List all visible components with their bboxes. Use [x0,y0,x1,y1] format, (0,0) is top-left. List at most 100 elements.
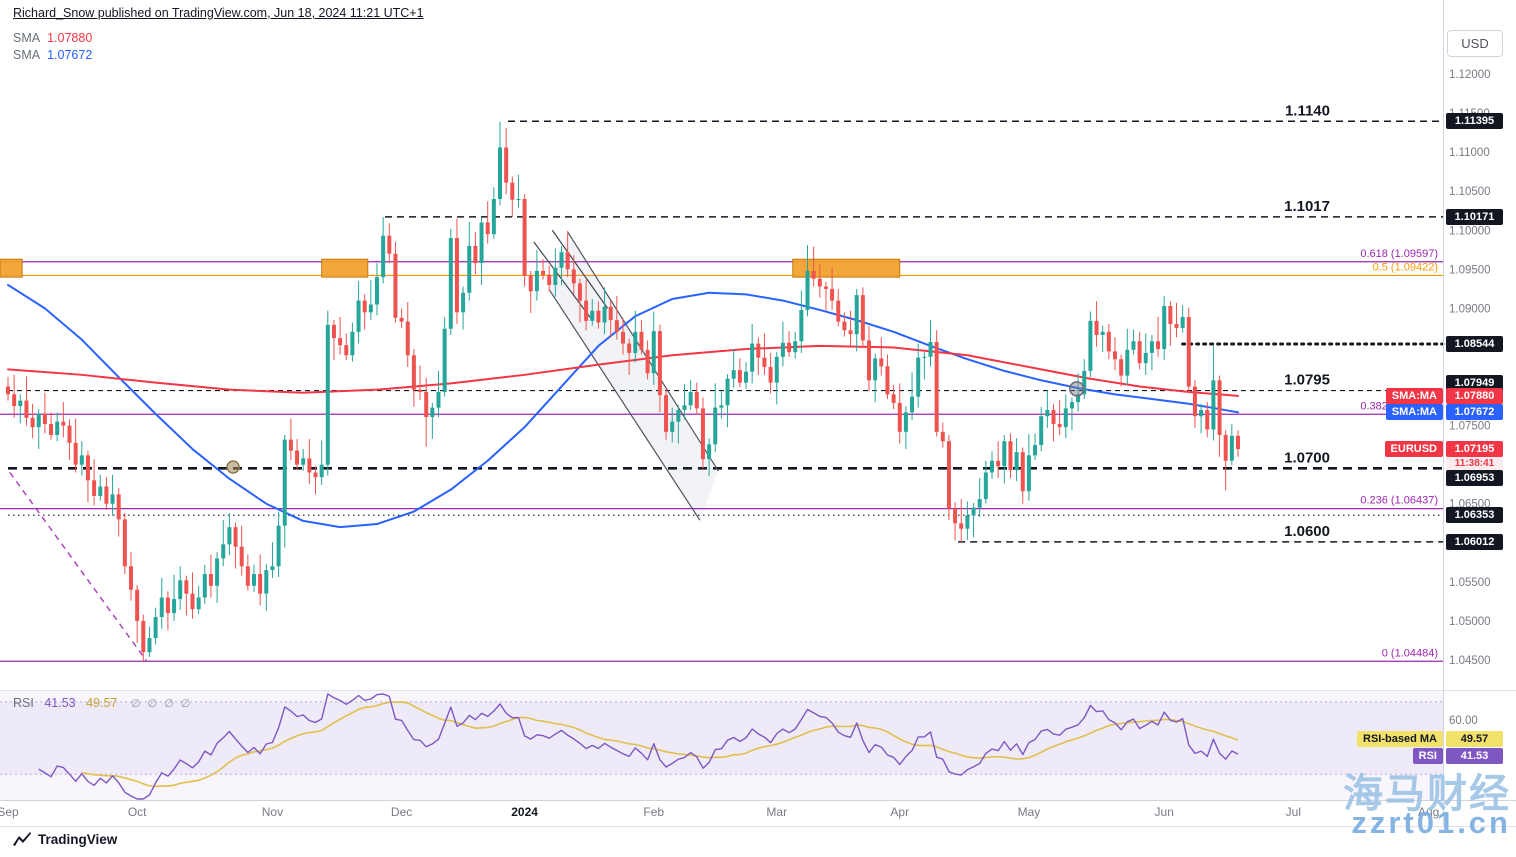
cross-marker[interactable] [226,460,240,474]
candle-body [196,597,201,610]
candle-body [577,283,582,301]
candle-body [1211,380,1216,430]
candle-body [1106,331,1111,352]
candle-body [584,300,589,321]
time-axis-label[interactable]: Oct [128,805,147,819]
candle-body [1162,306,1167,350]
candle-body [227,527,232,545]
channel-upper-line[interactable] [567,231,719,472]
tradingview-logo-link[interactable]: TradingView [12,831,117,847]
candle-body [614,320,619,332]
time-axis-label[interactable]: Apr [890,805,909,819]
candle-body [1180,316,1185,328]
candle-body [301,458,306,465]
sma-price-badge: 1.07672 [1446,404,1503,421]
rsi-ma-value: 49.57 [86,696,118,710]
candle-body [110,494,115,504]
candle-body [811,270,816,279]
rsi-legend[interactable]: RSI 41.53 49.57 ∅ ∅ ∅ ∅ [13,696,192,710]
candle-body [990,460,994,473]
time-axis-label[interactable]: Jun [1155,805,1174,819]
published-header: Richard_Snow published on TradingView.co… [13,6,424,20]
time-axis-label[interactable]: Feb [643,805,664,819]
price-tick: 1.09500 [1449,264,1491,276]
candle-body [1236,435,1240,450]
candle-body [719,405,724,408]
candle-body [85,455,90,481]
cross-marker[interactable] [1069,381,1085,397]
candle-body [295,450,300,465]
candle-body [676,409,681,422]
candle-body [252,574,256,586]
time-axis-label[interactable]: May [1018,805,1041,819]
candle-body [959,523,964,529]
candle-body [1063,408,1068,428]
candle-body [953,508,958,524]
rsi-ma-line [81,701,1239,788]
price-level-label: 1.1017 [1284,198,1330,215]
candle-body [165,597,170,614]
flag-line[interactable] [533,241,593,321]
candle-body [885,366,890,395]
time-axis-label[interactable]: 2024 [511,805,538,819]
candle-body [744,371,748,383]
sma-fast-legend[interactable]: SMA 1.07880 [13,30,92,47]
candle-body [590,310,595,321]
rsi-band [0,701,1443,775]
candle-body [651,331,656,374]
candle-body [707,444,712,460]
symbol-badge-label: EURUSD [1384,441,1443,458]
candle-body [657,331,662,396]
candle-body [983,472,988,500]
candle-body [92,480,97,496]
sma-slow-legend[interactable]: SMA 1.07672 [13,47,92,64]
supply-zone[interactable] [0,258,23,278]
sma-fast-label: SMA [13,31,41,45]
candle-body [454,238,459,313]
candle-body [805,270,810,310]
candle-body [1088,320,1093,371]
candle-body [940,431,945,442]
rsi-value-badge: 41.53 [1446,748,1503,764]
supply-zone[interactable] [321,258,369,278]
candle-body [67,425,72,443]
candle-body [276,525,281,567]
candle-body [977,499,982,508]
flag-line[interactable] [551,229,609,309]
candle-body [621,331,625,344]
time-axis-label[interactable]: Sep [0,805,19,819]
channel-lower-line[interactable] [548,289,701,521]
candle-body [245,566,250,586]
candle-body [461,292,466,313]
candle-body [608,306,613,321]
candle-body [498,147,502,200]
time-axis-label[interactable]: Aug [1418,805,1439,819]
candle-body [1069,402,1074,409]
time-axis-label[interactable]: Jul [1286,805,1301,819]
axis-currency-button[interactable]: USD [1447,30,1503,57]
price-badge: 1.06353 [1446,507,1503,524]
time-axis-label[interactable]: Mar [766,805,787,819]
trendline[interactable] [9,472,148,663]
sma-price-badge: 1.07880 [1446,387,1503,404]
fib-label: 0.5 (1.09422) [1373,261,1438,273]
candle-body [1168,306,1173,325]
candle-body [627,343,632,353]
candle-body [1217,380,1222,435]
time-axis-label[interactable]: Nov [262,805,283,819]
tradingview-brand-text: TradingView [38,831,118,847]
candle-body [1149,341,1154,353]
indicator-legend[interactable]: SMA 1.07880 SMA 1.07672 [13,30,92,64]
candle-body [61,421,66,426]
candle-body [411,355,416,390]
candle-body [479,222,484,264]
candle-body [153,617,158,639]
time-axis-label[interactable]: Dec [391,805,412,819]
candle-body [731,370,736,379]
sma-fast-line[interactable] [7,344,1239,397]
watermark-cjk: 海马财经 [1343,772,1511,816]
candle-body [1082,370,1087,395]
candle-body [331,324,336,339]
